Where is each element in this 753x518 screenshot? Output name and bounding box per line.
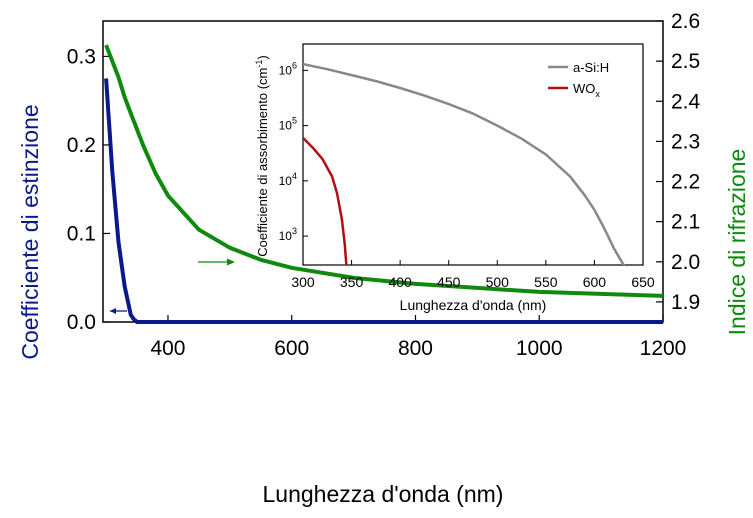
inset-y-tick-label: 103	[279, 226, 297, 243]
y-right-tick-label: 1.9	[671, 291, 700, 314]
right-axis-arrow	[198, 259, 235, 266]
y-right-tick-label: 2.5	[671, 50, 700, 73]
inset-x-tick-label: 650	[631, 274, 655, 290]
inset-y-axis-label-sup: -1	[254, 60, 264, 68]
x-axis-label: Lunghezza d'onda (nm)	[263, 481, 504, 507]
inset-x-tick-label: 400	[388, 274, 412, 290]
inset-x-tick-label: 450	[437, 274, 461, 290]
y-left-tick-label: 0.3	[67, 45, 96, 68]
legend-label-wox-main: WO	[573, 81, 595, 96]
y-right-tick-label: 2.0	[671, 251, 700, 274]
x-tick-label: 600	[274, 337, 309, 360]
inset-x-tick-label: 350	[340, 274, 364, 290]
left-axis-arrow	[110, 308, 127, 314]
y-left-tick-label: 0.0	[67, 311, 96, 334]
inset-x-tick-label: 550	[534, 274, 558, 290]
inset-x-tick-label: 300	[291, 274, 315, 290]
y-right-tick-label: 2.3	[671, 130, 700, 153]
inset-y-axis-label-main: Coefficiente di assorbimento (cm	[255, 68, 270, 257]
x-tick-label: 400	[150, 337, 185, 360]
inset-y-axis-label-end: )	[255, 55, 270, 59]
y-right-tick-label: 2.2	[671, 171, 700, 194]
y-axis-right-label: Indice di rifrazione	[724, 149, 750, 336]
x-tick-label: 800	[398, 337, 433, 360]
y-right-tick-label: 2.6	[671, 10, 700, 33]
inset-plot-frame	[303, 44, 643, 265]
y-right-tick-label: 2.4	[671, 90, 701, 113]
y-left-tick-label: 0.1	[67, 222, 96, 245]
x-tick-label: 1000	[516, 337, 563, 360]
inset-y-tick-label: 105	[279, 116, 297, 133]
y-right-tick-label: 2.1	[671, 211, 700, 234]
x-tick-label: 1200	[640, 337, 687, 360]
inset-y-axis-label: Coefficiente di assorbimento (cm-1)	[254, 55, 270, 256]
inset-x-tick-label: 500	[486, 274, 510, 290]
y-left-tick-label: 0.2	[67, 134, 96, 157]
legend-label-wox-sub: x	[595, 89, 600, 99]
inset-x-axis-label: Lunghezza d'onda (nm)	[400, 297, 547, 313]
y-axis-left-label: Coefficiente di estinzione	[17, 104, 43, 359]
legend-label-asih: a-Si:H	[573, 60, 609, 75]
inset-y-tick-label: 104	[279, 171, 297, 188]
inset-x-tick-label: 600	[583, 274, 607, 290]
inset-y-tick-label: 106	[279, 60, 297, 77]
